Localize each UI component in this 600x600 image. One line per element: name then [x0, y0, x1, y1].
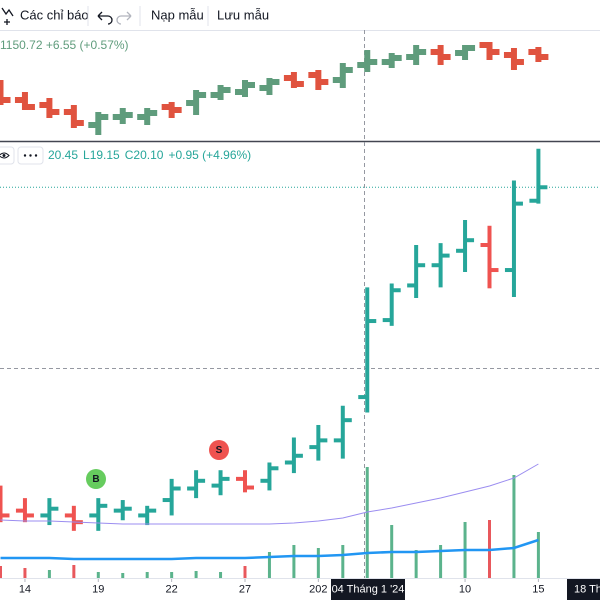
- legend-value: C20.10: [125, 148, 164, 162]
- eye-icon-pupil: [2, 154, 6, 157]
- volume-bar: [72, 565, 76, 578]
- x-tick-label: 10: [459, 583, 471, 595]
- volume-bar: [219, 572, 223, 578]
- x-tick-label: 22: [166, 583, 178, 595]
- volume-bar: [414, 550, 418, 578]
- volume-bar: [0, 566, 2, 578]
- indicators-label[interactable]: Các chỉ báo: [20, 7, 89, 22]
- volume-bar: [365, 467, 369, 578]
- top-legend: 1150.72 +6.55 (+0.57%): [0, 38, 129, 52]
- x-tick-label: 19: [92, 583, 104, 595]
- volume-bar: [170, 572, 174, 578]
- volume-bar: [96, 572, 100, 578]
- plot-area: [0, 42, 600, 578]
- legend-value: +0.95 (+4.96%): [168, 148, 251, 162]
- buy-marker[interactable]: [86, 469, 106, 489]
- undo-button[interactable]: [97, 11, 113, 25]
- time-end-label: 18 Thá: [574, 583, 600, 595]
- crosshair-time-box: [331, 579, 405, 600]
- redo-button[interactable]: [116, 11, 132, 25]
- load-template[interactable]: Nạp mẫu: [151, 7, 204, 22]
- volume-bar: [341, 545, 345, 578]
- volume-bar: [267, 552, 271, 578]
- indicators-button[interactable]: Các chỉ báo: [1, 7, 89, 25]
- indicators-icon: [1, 7, 14, 25]
- main-legend: 20.45 L19.15 C20.10 +0.95 (+4.96%): [48, 148, 251, 162]
- volume-bar: [512, 475, 516, 578]
- buy-marker-label: B: [92, 474, 99, 485]
- save-template[interactable]: Lưu mẫu: [217, 7, 269, 22]
- volume-bar: [292, 545, 296, 578]
- volume-bar: [145, 572, 149, 578]
- sell-marker-label: S: [216, 445, 223, 456]
- sell-marker[interactable]: [209, 440, 229, 460]
- time-end-box: [567, 579, 600, 600]
- volume-bar: [121, 573, 125, 578]
- volume-bar: [316, 548, 320, 578]
- volume-bar: [243, 566, 247, 578]
- legend-value: 20.45: [48, 148, 78, 162]
- volume-bar: [536, 532, 540, 578]
- legend-value: L19.15: [83, 148, 120, 162]
- crosshair-time-label: 04 Tháng 1 '24: [332, 583, 405, 595]
- volume-bar: [194, 571, 198, 578]
- time-axis: 14 19 22 27 202 10 15: [19, 579, 545, 595]
- eye-icon: [0, 152, 10, 159]
- x-tick-label: 14: [19, 583, 31, 595]
- x-tick-label: 27: [239, 583, 251, 595]
- x-tick-label: 202: [309, 583, 327, 595]
- x-tick-label: 15: [532, 583, 544, 595]
- volume-ma-line: [0, 538, 539, 561]
- volume-ma-line: [0, 463, 539, 525]
- volume-bar: [23, 568, 27, 578]
- eye-button[interactable]: [0, 146, 15, 165]
- toolbar: Các chỉ báo Nạp mẫu Lưu mẫu: [0, 6, 600, 31]
- volume-bar: [47, 570, 51, 578]
- more-icon: [23, 154, 38, 157]
- volume-bar: [439, 545, 443, 578]
